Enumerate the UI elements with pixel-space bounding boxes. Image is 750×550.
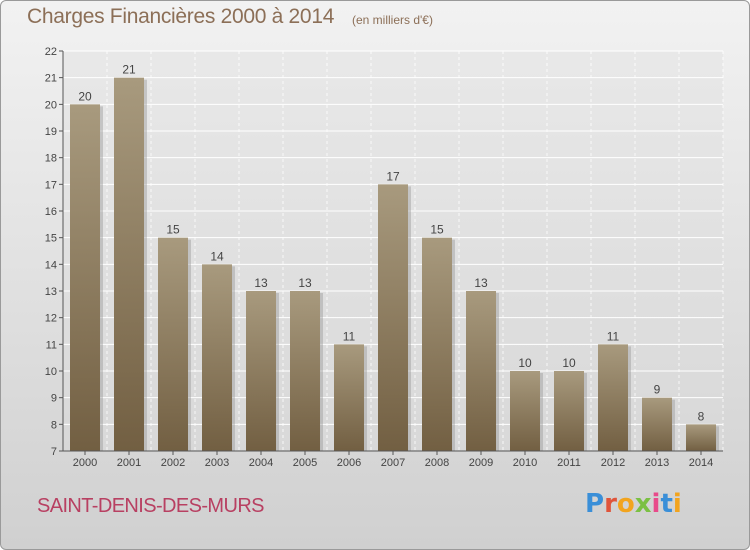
chart-title: Charges Financières 2000 à 2014	[27, 5, 335, 28]
bar-value-label: 13	[254, 276, 268, 290]
y-tick-label: 16	[45, 206, 57, 218]
x-tick-label: 2000	[73, 457, 97, 469]
y-tick-label: 14	[45, 259, 57, 271]
bar-value-label: 20	[78, 89, 92, 103]
y-tick-label: 15	[45, 233, 57, 245]
x-tick-label: 2011	[557, 457, 581, 469]
y-tick-label: 12	[45, 313, 57, 325]
proxiti-logo: Proxiti	[585, 489, 682, 519]
bar-value-label: 10	[562, 356, 576, 370]
x-tick-label: 2009	[469, 457, 493, 469]
bar	[114, 77, 144, 452]
bar-value-label: 9	[654, 383, 661, 397]
bar	[334, 344, 364, 451]
bar-value-label: 11	[607, 329, 620, 343]
logo-letter: i	[651, 489, 661, 519]
y-tick-label: 18	[45, 153, 57, 165]
y-tick-label: 7	[51, 446, 57, 458]
logo-letter: x	[634, 489, 652, 519]
bar	[510, 371, 540, 451]
logo-letter: i	[672, 489, 682, 519]
bar	[686, 424, 716, 451]
bar	[554, 371, 584, 451]
x-tick-label: 2010	[513, 457, 537, 469]
x-tick-label: 2005	[293, 457, 317, 469]
y-tick-label: 11	[46, 339, 57, 351]
bar	[466, 291, 496, 451]
bar	[642, 397, 672, 451]
chart-subtitle: (en milliers d'€)	[352, 13, 433, 27]
logo-letter: o	[616, 489, 635, 519]
x-tick-label: 2012	[601, 457, 625, 469]
y-tick-label: 22	[45, 46, 57, 58]
bar-value-label: 15	[430, 223, 444, 237]
bar-value-label: 13	[474, 276, 488, 290]
bar	[246, 291, 276, 451]
bar-value-label: 11	[343, 329, 356, 343]
x-tick-label: 2014	[689, 457, 713, 469]
bar	[378, 184, 408, 452]
x-tick-label: 2003	[205, 457, 229, 469]
x-tick-label: 2004	[249, 457, 273, 469]
y-tick-label: 13	[45, 286, 57, 298]
x-tick-label: 2007	[381, 457, 405, 469]
x-tick-label: 2013	[645, 457, 669, 469]
city-name: SAINT-DENIS-DES-MURS	[37, 495, 265, 517]
bar	[598, 344, 628, 451]
y-tick-label: 20	[45, 99, 57, 111]
y-tick-label: 17	[45, 179, 57, 191]
logo-letter: P	[585, 489, 605, 519]
bar	[70, 104, 100, 451]
bar-value-label: 14	[210, 249, 224, 263]
bar	[202, 264, 232, 451]
bar-value-label: 8	[698, 409, 705, 423]
bar-value-label: 13	[298, 276, 312, 290]
bar-value-label: 10	[518, 356, 532, 370]
x-tick-label: 2002	[161, 457, 185, 469]
y-tick-label: 8	[51, 419, 57, 431]
y-tick-label: 9	[51, 393, 57, 405]
bar	[158, 237, 188, 451]
bar-value-label: 15	[166, 223, 180, 237]
y-tick-label: 21	[45, 73, 57, 85]
logo-letter: r	[604, 489, 617, 519]
bar	[290, 291, 320, 451]
x-tick-label: 2006	[337, 457, 361, 469]
x-tick-label: 2001	[117, 457, 141, 469]
x-tick-label: 2008	[425, 457, 449, 469]
bar-value-label: 17	[386, 169, 400, 183]
logo-letter: t	[660, 489, 673, 519]
y-tick-label: 19	[45, 126, 57, 138]
bar	[422, 237, 452, 451]
bar-value-label: 21	[122, 63, 136, 77]
y-tick-label: 10	[45, 366, 57, 378]
